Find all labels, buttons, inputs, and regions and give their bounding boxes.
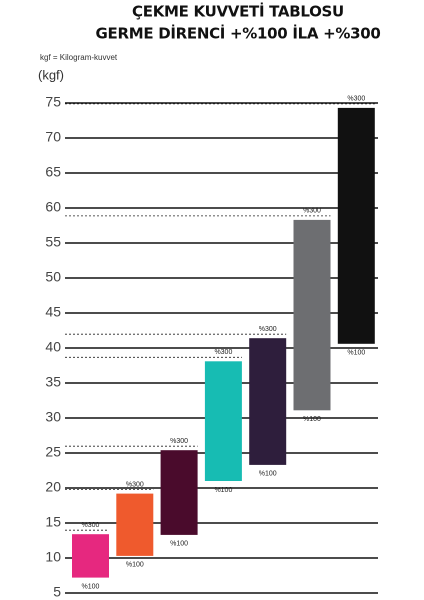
y-axis-label: (kgf): [38, 67, 64, 82]
bar: [249, 338, 287, 465]
high-label: %300: [303, 208, 321, 215]
low-label: %100: [214, 487, 232, 494]
note: kgf = Kilogram-kuvvet: [40, 53, 118, 62]
low-label: %100: [303, 416, 321, 423]
y-tick-label: 75: [45, 94, 61, 110]
y-tick-label: 10: [45, 549, 61, 565]
y-tick-label: 50: [45, 269, 61, 285]
y-tick-label: 30: [45, 409, 61, 425]
bar: [337, 107, 375, 344]
high-label: %300: [170, 438, 188, 445]
low-label: %100: [347, 350, 365, 357]
y-tick-label: 35: [45, 374, 61, 390]
high-label: %300: [214, 349, 232, 356]
y-tick-label: 40: [45, 339, 61, 355]
y-tick-label: 15: [45, 514, 61, 530]
chart-title: ÇEKME KUVVETİ TABLOSU: [132, 2, 344, 21]
bar: [293, 219, 331, 411]
bar: [72, 534, 109, 578]
y-tick-label: 25: [45, 444, 61, 460]
bar: [116, 493, 154, 556]
y-tick-label: 55: [45, 234, 61, 250]
bar: [204, 361, 242, 481]
y-tick-label: 65: [45, 164, 61, 180]
low-label: %100: [82, 583, 100, 590]
bar: [160, 450, 198, 535]
low-label: %100: [126, 562, 144, 569]
high-label: %300: [126, 481, 144, 488]
low-label: %100: [259, 471, 277, 478]
y-tick-label: 45: [45, 304, 61, 320]
chart-subtitle: GERME DİRENCİ +%100 İLA +%300: [95, 24, 380, 43]
y-tick-label: 5: [53, 584, 61, 600]
high-label: %300: [259, 326, 277, 333]
high-label: %300: [347, 96, 365, 103]
y-tick-label: 60: [45, 199, 61, 215]
y-tick-label: 20: [45, 479, 61, 495]
y-tick-label: 70: [45, 129, 61, 145]
high-label: %300: [82, 522, 100, 529]
low-label: %100: [170, 541, 188, 548]
